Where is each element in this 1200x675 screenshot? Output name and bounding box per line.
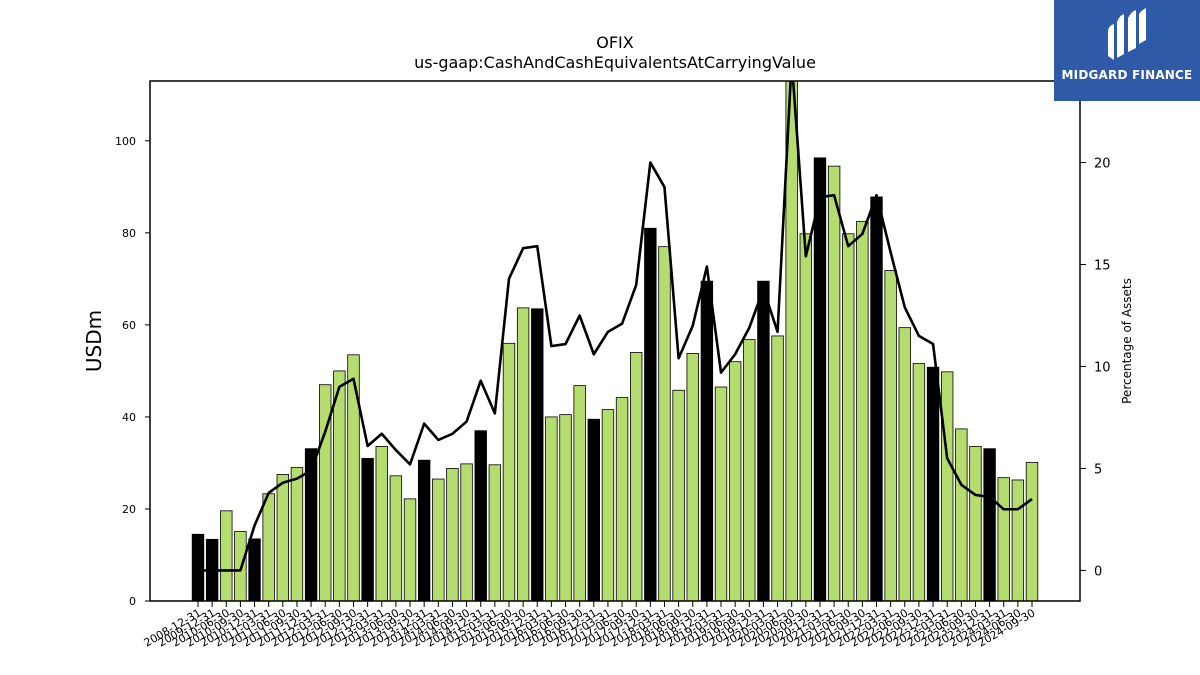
bar-2018-06-30 [672, 389, 685, 602]
chart-subtitle: us-gaap:CashAndCashEquivalentsAtCarrying… [414, 53, 816, 72]
y-tick-label: 100 [115, 135, 136, 148]
bar-2020-09-30 [799, 233, 813, 602]
bar-2016-12-31 [587, 418, 600, 602]
bar-2024-06-30 [1011, 479, 1025, 602]
bar-2013-06-30 [389, 475, 403, 602]
bar-2015-06-30 [502, 342, 516, 602]
bar-2020-12-31 [813, 157, 827, 602]
bar-2011-09-30 [290, 467, 304, 602]
y2-axis-label: Percentage of Assets [1120, 278, 1134, 404]
bar-2022-03-31 [884, 270, 897, 602]
bar-2021-09-30 [856, 220, 869, 602]
y-tick-label: 60 [122, 319, 136, 332]
bar-2017-06-30 [615, 397, 629, 602]
plot-frame [149, 80, 1081, 602]
bar-2024-09-30 [1025, 462, 1039, 602]
y2-tick-label: 0 [1094, 564, 1102, 579]
logo-mark-icon [1108, 8, 1146, 60]
y2-tick-label: 15 [1094, 259, 1111, 274]
bar-2013-09-30 [403, 498, 417, 602]
bar-2018-03-31 [658, 246, 671, 602]
y-tick-label: 20 [122, 503, 136, 516]
bar-2017-09-30 [630, 352, 643, 602]
bar-2016-09-30 [573, 385, 586, 602]
bar-2014-09-30 [460, 463, 473, 602]
bar-2023-12-31 [983, 448, 996, 602]
bar-2011-06-30 [276, 474, 290, 602]
bar-2014-06-30 [446, 468, 459, 602]
y-axis-label: USDm [82, 310, 106, 372]
bar-2021-06-30 [842, 233, 855, 602]
line-layer [198, 81, 1033, 572]
y2-tick-label: 20 [1094, 157, 1111, 172]
logo-text: MIDGARD FINANCE [1061, 68, 1193, 82]
bar-2017-03-31 [601, 409, 615, 602]
bar-2022-12-31 [926, 366, 940, 602]
bar-2014-03-31 [432, 478, 445, 602]
bar-2011-03-31 [262, 493, 275, 602]
bar-2024-03-31 [997, 477, 1010, 602]
bar-2021-03-31 [827, 165, 841, 602]
bar-2015-12-31 [531, 308, 544, 602]
bar-2016-03-31 [545, 416, 558, 602]
bar-2018-12-31 [700, 280, 714, 602]
midgard-finance-logo: MIDGARD FINANCE [1054, 0, 1200, 101]
bar-2023-09-30 [969, 445, 982, 602]
axes-layer: 020406080100051015202008-12-312009-12-31… [115, 135, 1111, 650]
bar-2022-06-30 [898, 327, 911, 602]
y-tick-label: 80 [122, 227, 136, 240]
bar-2010-12-31 [248, 538, 261, 602]
bar-2019-03-31 [714, 386, 728, 602]
y2-tick-label: 10 [1094, 360, 1111, 375]
y-tick-label: 0 [129, 595, 136, 608]
bar-2012-06-30 [333, 370, 346, 602]
bar-2008-12-31 [191, 533, 205, 602]
bar-2015-03-31 [488, 464, 502, 602]
bar-2013-03-31 [375, 445, 388, 602]
bar-2021-12-31 [870, 196, 883, 602]
bars-layer [191, 80, 1039, 602]
bar-2010-06-30 [220, 510, 233, 602]
bar-2017-12-31 [644, 227, 657, 602]
bar-2023-03-31 [940, 371, 954, 602]
bar-2019-12-31 [757, 280, 770, 602]
series-line [198, 81, 1033, 572]
bar-2018-09-30 [686, 353, 699, 602]
bar-2022-09-30 [912, 363, 926, 602]
bar-2019-09-30 [743, 339, 756, 602]
bar-2016-06-30 [559, 414, 572, 602]
bar-2012-12-31 [361, 457, 374, 602]
y-tick-label: 40 [122, 411, 136, 424]
bar-2013-12-31 [417, 459, 431, 602]
bar-2019-06-30 [728, 361, 742, 602]
y2-tick-label: 5 [1094, 462, 1102, 477]
bar-2014-12-31 [474, 430, 487, 602]
bar-2023-06-30 [955, 428, 968, 602]
chart-title: OFIX [596, 33, 634, 52]
bar-2015-09-30 [516, 307, 530, 602]
bar-2020-03-31 [771, 335, 784, 602]
